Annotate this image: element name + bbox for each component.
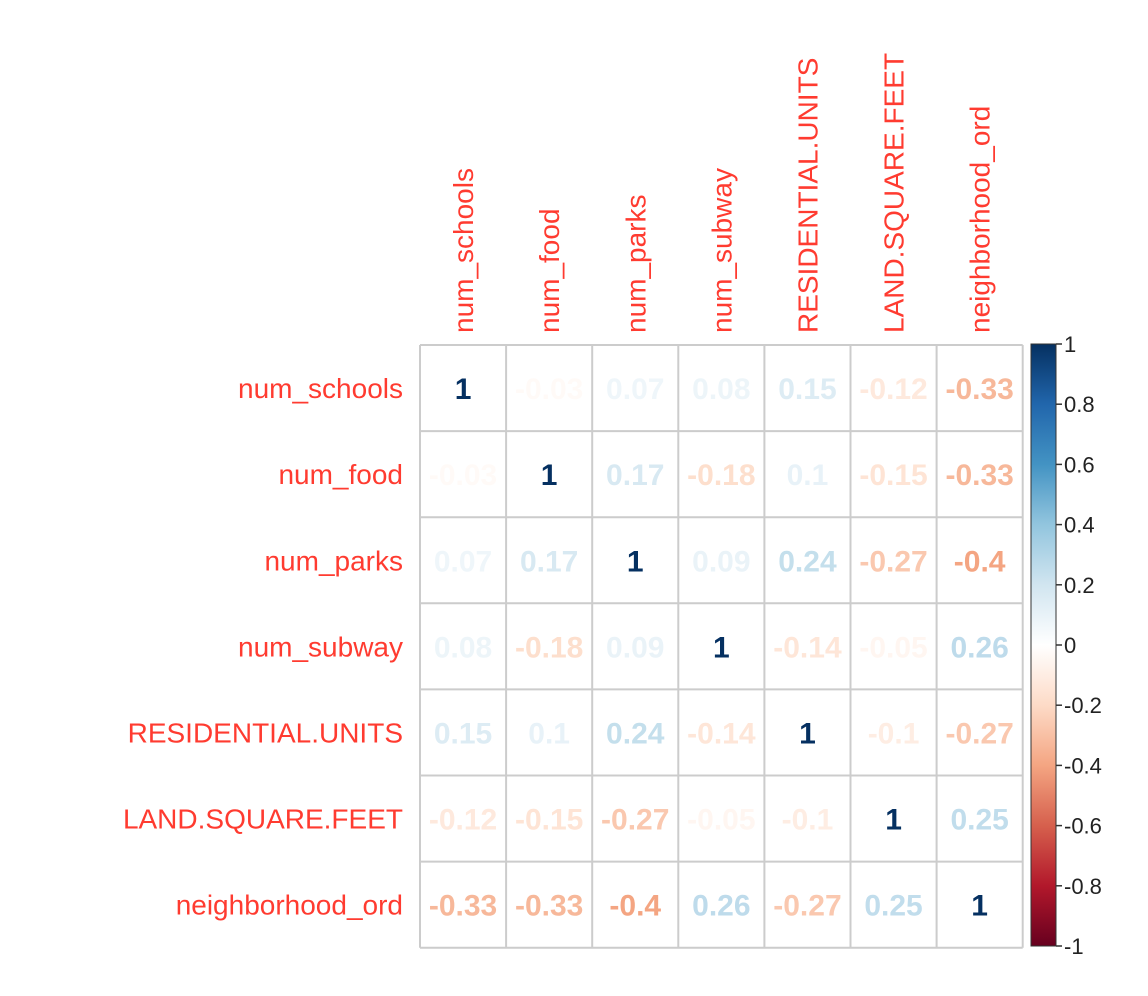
cell-value: 0.15	[434, 717, 492, 750]
cell-value: 0.08	[692, 373, 750, 406]
colorbar	[1030, 343, 1057, 947]
cell-value: -0.1	[868, 717, 920, 750]
cell-value: 0.07	[606, 373, 664, 406]
row-label: num_food	[278, 459, 403, 490]
colorbar-tick-label: 0.4	[1064, 513, 1095, 538]
cell-value: 0.26	[950, 631, 1008, 664]
cell-value: -0.18	[687, 459, 755, 492]
cell-value: -0.12	[859, 373, 927, 406]
cell-value: -0.14	[773, 631, 842, 664]
cell-value: 0.1	[528, 717, 570, 750]
column-label: neighborhood_ord	[965, 106, 996, 333]
cell-value: -0.27	[601, 804, 669, 837]
cell-value: -0.03	[429, 459, 497, 492]
cell-value: 0.09	[606, 631, 664, 664]
colorbar-tick-label: -1	[1064, 934, 1084, 959]
cell-value: 0.25	[950, 804, 1008, 837]
cell-value: -0.33	[945, 459, 1013, 492]
column-label: num_food	[534, 208, 565, 333]
column-label: RESIDENTIAL.UNITS	[792, 58, 823, 333]
cell-value: 1	[455, 373, 472, 406]
colorbar-tick-label: 0.2	[1064, 573, 1095, 598]
row-label: num_subway	[238, 631, 403, 662]
cell-value: 0.24	[606, 717, 665, 750]
row-label: num_schools	[238, 373, 403, 404]
row-label: LAND.SQUARE.FEET	[123, 804, 403, 835]
cell-value: 0.07	[434, 545, 492, 578]
cell-value: -0.05	[859, 631, 927, 664]
cell-value: 0.1	[787, 459, 829, 492]
cell-value: 0.24	[778, 545, 837, 578]
cell-value: -0.27	[859, 545, 927, 578]
cell-value: 1	[799, 717, 816, 750]
colorbar-tick-label: 1	[1064, 332, 1076, 357]
cell-value: -0.15	[515, 804, 583, 837]
colorbar-tick-label: 0.8	[1064, 392, 1095, 417]
cell-value: -0.03	[515, 373, 583, 406]
cell-value: -0.33	[429, 890, 497, 923]
colorbar-tick-label: -0.4	[1064, 753, 1102, 778]
colorbar-tick-label: 0	[1064, 633, 1076, 658]
cell-value: 1	[627, 545, 644, 578]
cell-value: -0.33	[515, 890, 583, 923]
cell-value: -0.27	[773, 890, 841, 923]
column-label: num_subway	[706, 168, 737, 333]
cell-value: 0.09	[692, 545, 750, 578]
colorbar-tick-label: 0.6	[1064, 452, 1095, 477]
cell-value: -0.4	[609, 890, 661, 923]
cell-value: 0.08	[434, 631, 492, 664]
cell-value: -0.27	[945, 717, 1013, 750]
cell-value: -0.33	[945, 373, 1013, 406]
cell-value: 1	[713, 631, 730, 664]
cell-value: -0.15	[859, 459, 927, 492]
cell-value: -0.14	[687, 717, 756, 750]
cell-value: 0.15	[778, 373, 836, 406]
cell-value: -0.05	[687, 804, 755, 837]
cell-value: -0.4	[954, 545, 1006, 578]
cell-value: 1	[971, 890, 988, 923]
row-label: num_parks	[264, 545, 403, 576]
cell-value: 0.17	[520, 545, 578, 578]
colorbar-tick-label: -0.8	[1064, 874, 1102, 899]
cell-value: 0.25	[864, 890, 922, 923]
cell-value: -0.1	[782, 804, 834, 837]
cell-value: -0.18	[515, 631, 583, 664]
row-label: neighborhood_ord	[176, 890, 403, 921]
cell-value: 0.26	[692, 890, 750, 923]
colorbar-tick-label: -0.2	[1064, 693, 1102, 718]
row-label: RESIDENTIAL.UNITS	[128, 717, 403, 748]
colorbar-tick-label: -0.6	[1064, 814, 1102, 839]
cell-value: 1	[885, 804, 902, 837]
column-label: num_parks	[620, 194, 651, 333]
column-label: LAND.SQUARE.FEET	[879, 53, 910, 333]
cell-value: -0.12	[429, 804, 497, 837]
cell-value: 0.17	[606, 459, 664, 492]
column-label: num_schools	[448, 168, 479, 333]
cell-value: 1	[541, 459, 558, 492]
